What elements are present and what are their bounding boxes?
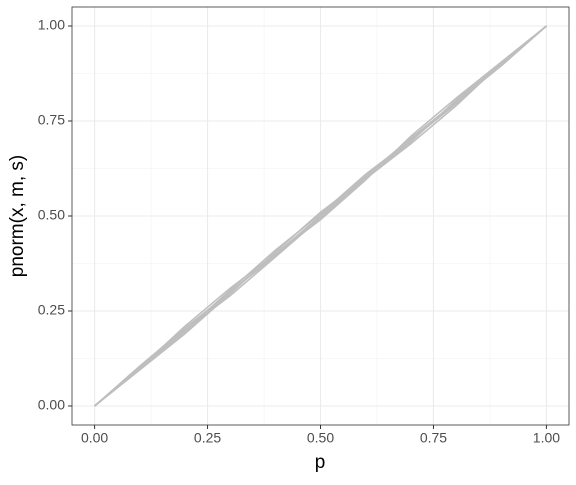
x-tick-label: 0.00 [81,430,108,446]
y-axis-title: pnorm(x, m, s) [7,155,28,277]
x-tick-label: 1.00 [533,430,560,446]
series-line [94,25,547,407]
series-line [94,25,547,407]
y-tick-label: 0.00 [38,397,65,413]
x-tick-label: 0.50 [307,430,334,446]
y-tick-label: 0.50 [38,207,65,223]
y-tick-label: 0.75 [38,112,65,128]
y-tick-label: 1.00 [38,17,65,33]
panel-border [71,6,570,426]
series-line [94,25,547,407]
y-tick-label: 0.25 [38,302,65,318]
x-tick-label: 0.75 [420,430,447,446]
x-axis-title: p [315,452,326,473]
x-tick-label: 0.25 [194,430,221,446]
series-line [94,25,547,407]
